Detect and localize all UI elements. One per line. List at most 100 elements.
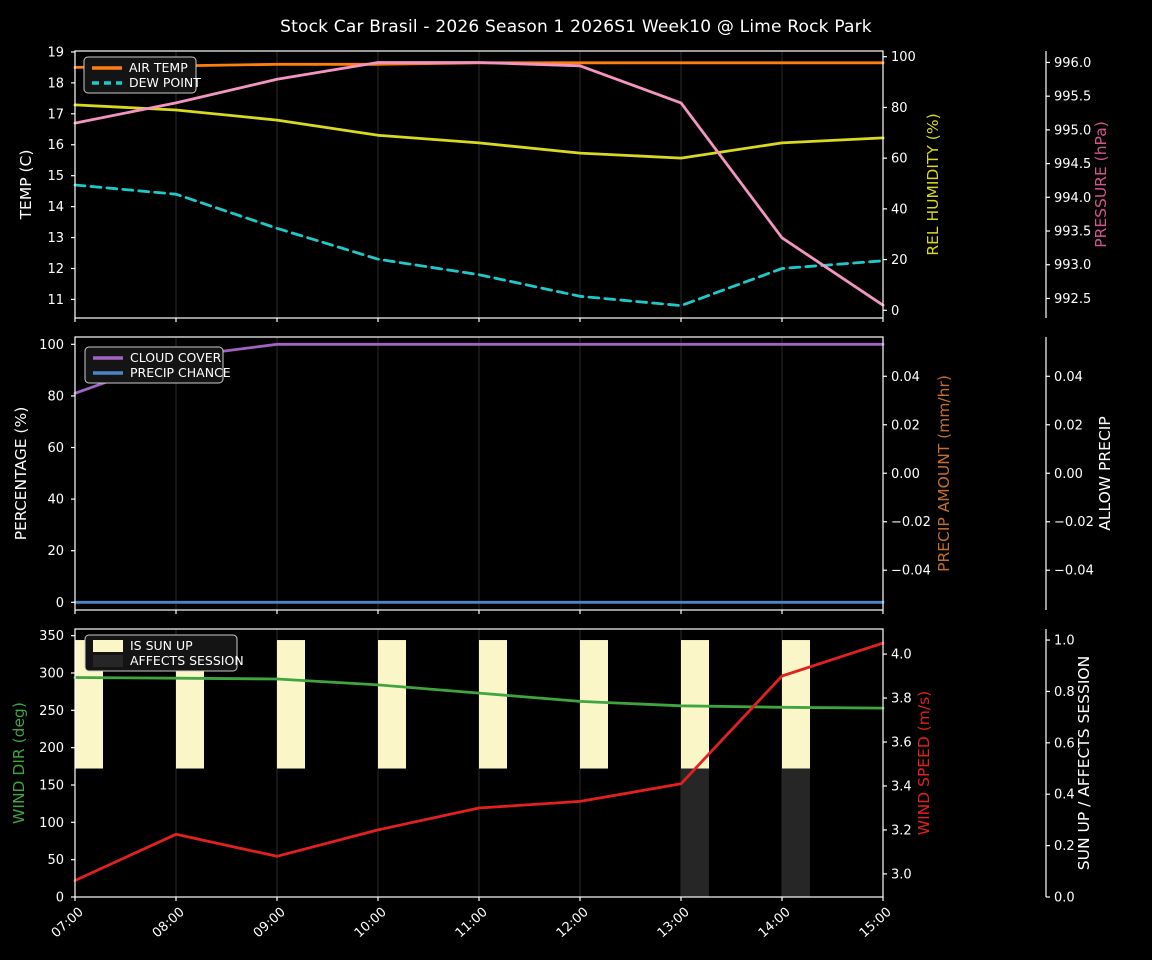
y-tick-label: 250 [39,704,64,719]
panel-temperature: 11 12 13 14 15 16 17 18 19 TEMP (C) 0 20 40 60 80 100 RE… [17,45,1110,322]
y-tick-label: 993.0 [1054,258,1091,273]
y-tick-label: 995.0 [1054,123,1091,138]
axis-label-sun: SUN UP / AFFECTS SESSION [1075,656,1093,870]
y-tick-label: 994.5 [1054,157,1091,172]
y-tick-label: 4.0 [891,648,912,663]
y-tick-label: 60 [47,441,64,456]
bar-is-sun-up [580,640,608,769]
legend-swatch-is-sun-up [93,640,123,652]
y-tick-label: 3.0 [891,867,912,882]
y-tick-label: 19 [47,45,64,60]
x-tick-label: 13:00 [655,905,693,941]
bar-is-sun-up [378,640,406,769]
y-tick-label: 0.0 [1054,891,1075,906]
y-tick-label: −0.04 [1054,564,1094,579]
y-tick-label: 0.04 [891,370,920,385]
y-tick-label: 996.0 [1054,56,1091,71]
y-tick-label: 0.00 [1054,467,1083,482]
axis-label-pressure: PRESSURE (hPa) [1092,121,1110,248]
y-tick-label: 100 [891,50,916,65]
x-tick-label: 08:00 [150,905,188,941]
y-tick-label: 0.8 [1054,685,1075,700]
bar-affects-session [681,768,709,897]
legend-label: DEW POINT [129,75,201,90]
y-tick-label: 14 [47,200,64,215]
y-tick-label: 350 [39,629,64,644]
y-tick-label: 18 [47,76,64,91]
y-tick-label: 100 [39,816,64,831]
y-tick-label: 15 [47,169,64,184]
y-tick-label: 20 [47,544,64,559]
y-tick-label: 80 [891,101,908,116]
y-tick-label: 16 [47,138,64,153]
y-tick-label: 995.5 [1054,90,1091,105]
y-tick-label: 993.5 [1054,225,1091,240]
panel-wind: 07:00 08:00 09:00 10:00 11:00 12:00 13:00 14:00… [10,628,1093,941]
legend-label: IS SUN UP [130,638,193,653]
x-tick-label: 11:00 [453,905,491,941]
y-tick-label: 0 [56,596,64,611]
series-pressure [73,61,885,307]
axis-label-pct: PERCENTAGE (%) [12,407,30,541]
y-tick-label: 17 [47,107,64,122]
y-tick-label: 0.04 [1054,370,1083,385]
legend-label: PRECIP CHANCE [130,365,231,380]
y-tick-label: 60 [891,152,908,167]
series-wind-dir [73,676,885,710]
bar-is-sun-up [782,640,810,769]
x-tick-label: 14:00 [756,905,794,941]
legend-label: AIR TEMP [129,60,188,75]
axis-label-humidity: REL HUMIDITY (%) [924,113,942,255]
axis-label-allow: ALLOW PRECIP [1096,416,1114,530]
series-dew-point [73,183,885,308]
series-rel-humidity [73,103,885,160]
x-tick-label: 12:00 [554,905,592,941]
y-tick-label: 11 [47,293,64,308]
y-tick-label: 80 [47,389,64,404]
y-tick-label: 0 [891,304,899,319]
y-tick-label: 50 [47,853,64,868]
series-wind-speed [73,641,885,882]
x-tick-label: 10:00 [352,905,390,941]
axis-label-speed: WIND SPEED (m/s) [915,691,933,835]
y-tick-label: 0.02 [891,418,920,433]
y-tick-label: 13 [47,231,64,246]
legend-box [83,56,197,94]
y-tick-label: 0.00 [891,467,920,482]
x-tick-label: 07:00 [49,905,87,941]
legend-label: AFFECTS SESSION [130,653,244,668]
y-tick-label: 0 [56,891,64,906]
page-title: Stock Car Brasil - 2026 Season 1 2026S1 … [280,17,872,37]
y-tick-label: 200 [39,741,64,756]
panel-precipitation: 0 20 40 60 80 100 PERCENTAGE (%) −0.04 −0.02 0.00… [12,336,1114,614]
y-tick-label: 40 [47,493,64,508]
axis-label-dir: WIND DIR (deg) [10,702,28,824]
axis-label-amount: PRECIP AMOUNT (mm/hr) [935,375,953,572]
y-tick-label: 3.8 [891,692,912,707]
bar-is-sun-up [277,640,305,769]
y-tick-label: 0.2 [1054,839,1075,854]
legend-swatch-affects-session [93,655,123,667]
legend-label: CLOUD COVER [130,350,222,365]
y-tick-label: 3.2 [891,823,912,838]
y-tick-label: 0.02 [1054,418,1083,433]
y-tick-label: 40 [891,202,908,217]
y-tick-label: 20 [891,253,908,268]
y-tick-label: −0.02 [1054,515,1094,530]
y-tick-label: 3.6 [891,736,912,751]
y-tick-label: 300 [39,666,64,681]
y-tick-label: 1.0 [1054,634,1075,649]
bar-is-sun-up [479,640,507,769]
y-tick-label: −0.04 [891,564,931,579]
y-tick-label: 0.4 [1054,788,1075,803]
y-tick-label: 150 [39,778,64,793]
x-tick-label: 09:00 [251,905,289,941]
y-tick-label: −0.02 [891,515,931,530]
bar-affects-session [782,768,810,897]
y-tick-label: 0.6 [1054,736,1075,751]
y-tick-label: 992.5 [1054,292,1091,307]
